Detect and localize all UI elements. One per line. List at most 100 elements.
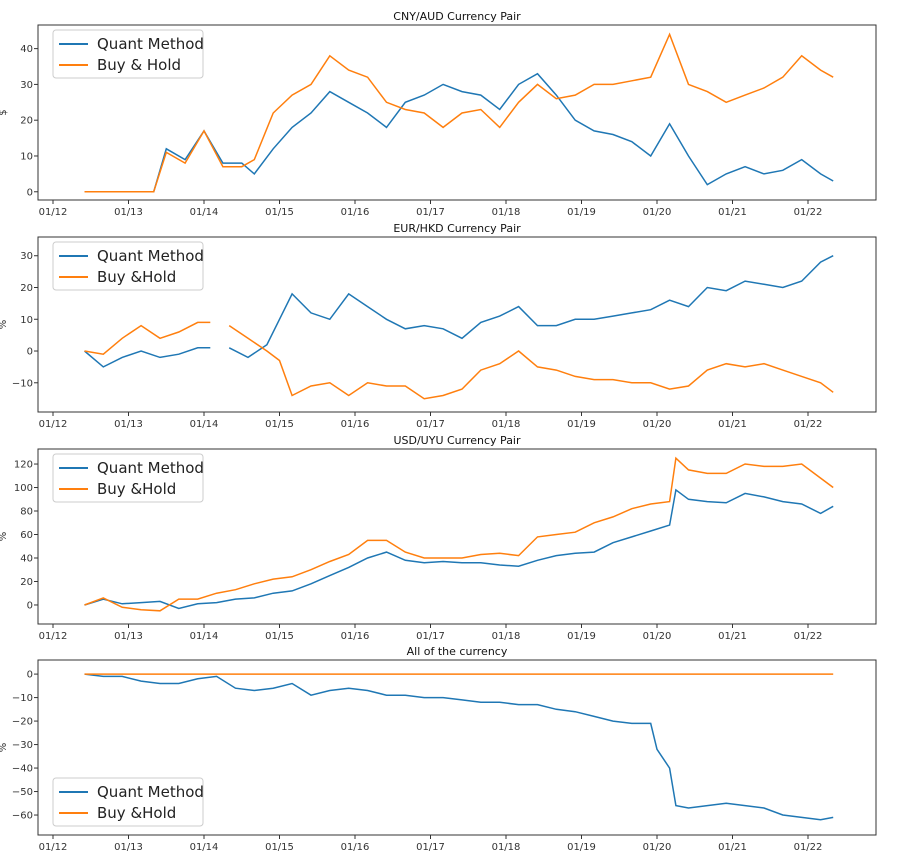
legend-box xyxy=(52,29,204,79)
x-tick-label: 01/15 xyxy=(265,842,294,853)
y-tick-label: 30 xyxy=(20,251,33,262)
x-tick-label: 01/16 xyxy=(341,631,370,642)
legend-label: Quant Method xyxy=(97,783,204,801)
y-axis-label: % xyxy=(0,532,9,542)
x-tick-label: 01/17 xyxy=(416,842,445,853)
y-tick-label: 100 xyxy=(14,483,33,494)
x-tick-label: 01/20 xyxy=(643,842,672,853)
y-tick-label: 0 xyxy=(27,600,33,611)
x-tick-label: 01/15 xyxy=(265,207,294,218)
x-tick-label: 01/18 xyxy=(492,419,521,430)
axes-frame xyxy=(37,448,877,625)
legend-label: Buy & Hold xyxy=(97,56,181,74)
x-tick-label: 01/18 xyxy=(492,842,521,853)
legend-label: Buy &Hold xyxy=(97,268,176,286)
y-tick-label: 80 xyxy=(20,507,33,518)
chart-title: All of the currency xyxy=(407,645,508,658)
y-tick-label: −40 xyxy=(12,764,33,775)
legend: Quant Method Buy &Hold xyxy=(52,453,204,503)
legend-label: Quant Method xyxy=(97,247,204,265)
x-tick-label: 01/16 xyxy=(341,207,370,218)
series-line-quant-method xyxy=(84,488,834,610)
x-tick-label: 01/12 xyxy=(39,631,68,642)
x-tick-label: 01/17 xyxy=(416,631,445,642)
subplot-3: USD/UYU Currency Pair% 01/12 01/13 01/14 01/… xyxy=(0,434,877,642)
y-axis-label: % xyxy=(0,320,9,330)
axes-frame xyxy=(37,236,877,413)
x-tick-label: 01/14 xyxy=(190,842,219,853)
y-tick-label: 0 xyxy=(27,670,33,681)
x-tick-label: 01/13 xyxy=(114,631,143,642)
x-tick-label: 01/22 xyxy=(794,419,823,430)
legend-box xyxy=(52,453,204,503)
y-tick-label: 10 xyxy=(20,151,33,162)
y-tick-label: 60 xyxy=(20,530,33,541)
subplot-2: EUR/HKD Currency Pair% 01/12 01/13 01/14 01/… xyxy=(0,222,877,430)
y-tick-label: 0 xyxy=(27,187,33,198)
y-tick-label: 20 xyxy=(20,116,33,127)
y-tick-label: 0 xyxy=(27,347,33,358)
x-tick-label: 01/15 xyxy=(265,631,294,642)
y-axis-label: % xyxy=(0,743,9,753)
x-tick-label: 01/18 xyxy=(492,631,521,642)
chart-title: EUR/HKD Currency Pair xyxy=(393,222,521,235)
x-tick-label: 01/22 xyxy=(794,207,823,218)
x-tick-label: 01/12 xyxy=(39,842,68,853)
x-tick-label: 01/19 xyxy=(567,207,596,218)
series-line-buy-hold xyxy=(84,456,834,612)
x-tick-label: 01/19 xyxy=(567,631,596,642)
legend: Quant Method Buy & Hold xyxy=(52,29,204,79)
axes-frame xyxy=(37,659,877,836)
legend-box xyxy=(52,777,204,827)
y-tick-label: 40 xyxy=(20,553,33,564)
x-tick-label: 01/21 xyxy=(718,842,747,853)
x-tick-label: 01/21 xyxy=(718,419,747,430)
legend-label: Buy &Hold xyxy=(97,480,176,498)
y-axis-label: $ xyxy=(0,109,9,115)
y-tick-label: −30 xyxy=(12,740,33,751)
subplot-1: CNY/AUD Currency Pair $01/12 01/13 01/14 01/… xyxy=(0,10,877,218)
y-tick-label: −10 xyxy=(12,693,33,704)
legend-label: Buy &Hold xyxy=(97,804,176,822)
x-tick-label: 01/19 xyxy=(567,842,596,853)
subplot-4: All of the currency% 01/12 01/13 01/14 01/15… xyxy=(0,645,877,853)
x-tick-label: 01/14 xyxy=(190,631,219,642)
x-tick-label: 01/20 xyxy=(643,207,672,218)
x-tick-label: 01/12 xyxy=(39,207,68,218)
x-tick-label: 01/22 xyxy=(794,842,823,853)
y-tick-label: 40 xyxy=(20,44,33,55)
x-tick-label: 01/22 xyxy=(794,631,823,642)
y-tick-label: 20 xyxy=(20,283,33,294)
chart-title: CNY/AUD Currency Pair xyxy=(393,10,521,23)
series-line-buy-hold xyxy=(84,321,834,400)
legend: Quant Method Buy &Hold xyxy=(52,241,204,291)
x-tick-label: 01/15 xyxy=(265,419,294,430)
x-tick-label: 01/21 xyxy=(718,207,747,218)
axes-frame xyxy=(37,24,877,201)
y-tick-label: 120 xyxy=(14,460,33,471)
legend-box xyxy=(52,241,204,291)
legend: Quant Method Buy &Hold xyxy=(52,777,204,827)
legend-label: Quant Method xyxy=(97,459,204,477)
x-tick-label: 01/21 xyxy=(718,631,747,642)
x-tick-label: 01/17 xyxy=(416,207,445,218)
x-tick-label: 01/17 xyxy=(416,419,445,430)
series-line-quant-method xyxy=(84,255,834,368)
x-tick-label: 01/18 xyxy=(492,207,521,218)
y-tick-label: 20 xyxy=(20,577,33,588)
y-tick-label: −20 xyxy=(12,717,33,728)
x-tick-label: 01/12 xyxy=(39,419,68,430)
x-tick-label: 01/19 xyxy=(567,419,596,430)
y-tick-label: −50 xyxy=(12,787,33,798)
x-tick-label: 01/20 xyxy=(643,419,672,430)
y-tick-label: 30 xyxy=(20,80,33,91)
x-tick-label: 01/13 xyxy=(114,842,143,853)
y-tick-label: 10 xyxy=(20,315,33,326)
y-tick-label: −10 xyxy=(12,378,33,389)
x-tick-label: 01/13 xyxy=(114,207,143,218)
series-line-quant-method xyxy=(84,673,834,821)
series-line-buy-hold xyxy=(84,32,834,193)
x-tick-label: 01/14 xyxy=(190,419,219,430)
x-tick-label: 01/16 xyxy=(341,419,370,430)
